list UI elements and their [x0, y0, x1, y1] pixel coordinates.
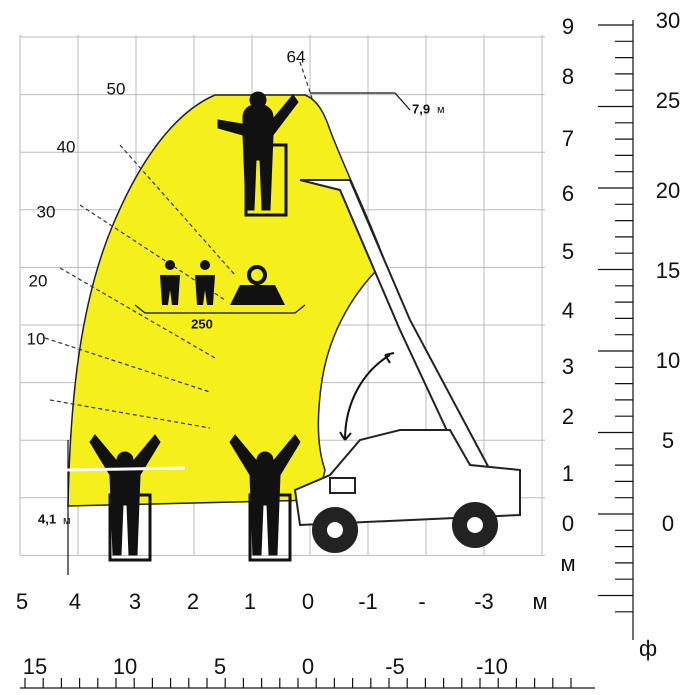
- working-envelope: [67, 94, 386, 507]
- dimension-lines: [67, 92, 411, 575]
- max-height-unit: м: [437, 104, 445, 116]
- meter-y-label: 9: [562, 14, 574, 39]
- feet-y-label: 0: [662, 511, 674, 536]
- meter-x-label: -: [418, 589, 425, 614]
- max-height: 7,9: [412, 101, 430, 116]
- meter-x-label: -3: [474, 589, 494, 614]
- meter-x-label: 3: [129, 589, 141, 614]
- meter-x-label: -1: [358, 589, 378, 614]
- meter-y-label: 6: [562, 181, 574, 206]
- angle-label: 20: [29, 271, 48, 290]
- angle-lines: [44, 61, 313, 429]
- feet-y-label: 5: [662, 428, 674, 453]
- feet-scale: [20, 20, 634, 689]
- platforms: [64, 91, 301, 562]
- feet-x-label: -10: [476, 654, 508, 679]
- angle-label: 40: [57, 137, 76, 156]
- meter-y-label: 4: [562, 298, 574, 323]
- meter-y-label: 7: [562, 126, 574, 151]
- feet-y-label: 15: [656, 258, 680, 283]
- meter-y-label: 2: [562, 404, 574, 429]
- angle-label: 30: [37, 202, 56, 221]
- meter-x-label: 0: [302, 589, 314, 614]
- feet-x-label: 10: [113, 654, 137, 679]
- meter-x-label: 2: [187, 589, 199, 614]
- meter-y-label: 0: [562, 511, 574, 536]
- load-label: 250: [191, 316, 213, 331]
- meter-x-label: 1: [244, 589, 256, 614]
- max-reach: 4,1: [38, 511, 56, 526]
- feet-x-label: 5: [214, 654, 226, 679]
- feet-y-label: 30: [656, 8, 680, 33]
- meter-y-label: 3: [562, 354, 574, 379]
- feet-x-label: 0: [302, 654, 314, 679]
- meter-x-label: 5: [16, 589, 28, 614]
- angle-label: 50: [107, 79, 126, 98]
- meter-y-label: м: [560, 551, 575, 576]
- load-icons: [160, 260, 285, 305]
- meter-x-label: м: [532, 589, 547, 614]
- feet-x-label: -5: [385, 654, 405, 679]
- meter-x-label: 4: [69, 589, 81, 614]
- feet-y-label: 25: [656, 88, 680, 113]
- max-reach-unit: м: [63, 515, 71, 527]
- feet-y-label: ф: [639, 636, 657, 661]
- feet-y-label: 10: [656, 348, 680, 373]
- meter-y-label: 8: [562, 64, 574, 89]
- telehandler: [293, 179, 521, 553]
- angle-label: 64: [287, 47, 306, 66]
- angle-label: 10: [27, 329, 46, 348]
- meter-y-label: 1: [562, 461, 574, 486]
- feet-x-label: 15: [23, 654, 47, 679]
- feet-y-label: 20: [656, 178, 680, 203]
- meter-y-label: 5: [562, 239, 574, 264]
